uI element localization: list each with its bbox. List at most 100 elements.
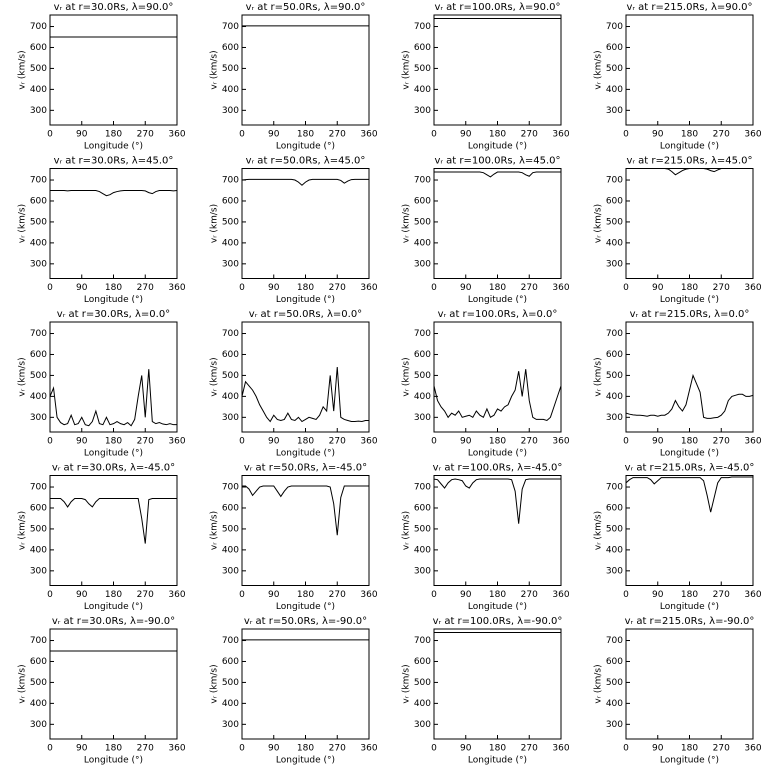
x-tick-label: 180 <box>105 744 122 754</box>
x-axis-label: Longitude (°) <box>660 602 719 612</box>
x-axis-label: Longitude (°) <box>468 142 527 152</box>
x-tick-label: 90 <box>268 744 280 754</box>
x-tick-label: 0 <box>431 130 437 140</box>
x-tick-label: 180 <box>297 130 314 140</box>
y-tick-label: 500 <box>414 64 431 74</box>
y-axis-label: vᵣ (km/s) <box>594 511 604 550</box>
y-axis-label: vᵣ (km/s) <box>210 664 220 703</box>
y-axis-label: vᵣ (km/s) <box>402 357 412 396</box>
y-tick-label: 600 <box>414 196 431 206</box>
x-axis-label: Longitude (°) <box>660 142 719 152</box>
y-tick-label: 600 <box>30 196 47 206</box>
x-tick-label: 0 <box>431 590 437 600</box>
y-tick-label: 700 <box>30 636 47 646</box>
plot-frame <box>241 475 370 586</box>
y-tick-label: 300 <box>606 106 623 116</box>
x-tick-label: 270 <box>329 590 346 600</box>
plot-frame <box>241 168 370 279</box>
x-tick-label: 180 <box>489 590 506 600</box>
panel: vᵣ at r=215.0Rs, λ=-90.0° vᵣ (km/s) Longit… <box>594 616 762 766</box>
y-tick-label: 600 <box>222 350 239 360</box>
y-tick-label: 600 <box>414 503 431 513</box>
x-tick-label: 90 <box>460 130 472 140</box>
y-tick-label: 500 <box>414 678 431 688</box>
x-tick-label: 90 <box>460 590 472 600</box>
x-tick-label: 90 <box>652 744 664 754</box>
x-axis-label: Longitude (°) <box>84 449 143 459</box>
speed-line <box>434 171 561 178</box>
speed-line <box>626 373 753 419</box>
y-axis-label: vᵣ (km/s) <box>594 204 604 243</box>
x-axis-label: Longitude (°) <box>276 449 335 459</box>
x-tick-label: 360 <box>744 437 761 447</box>
y-axis-label: vᵣ (km/s) <box>210 50 220 89</box>
y-tick-label: 500 <box>222 371 239 381</box>
y-tick-label: 500 <box>414 371 431 381</box>
x-tick-label: 360 <box>552 130 569 140</box>
y-tick-label: 500 <box>222 217 239 227</box>
y-tick-label: 600 <box>606 503 623 513</box>
x-tick-label: 270 <box>521 590 538 600</box>
y-tick-label: 300 <box>414 720 431 730</box>
x-tick-label: 90 <box>268 283 280 293</box>
y-tick-label: 400 <box>30 392 47 402</box>
x-tick-label: 360 <box>168 590 185 600</box>
plot-frame <box>625 628 754 740</box>
y-tick-label: 700 <box>606 636 623 646</box>
panel: vᵣ at r=30.0Rs, λ=45.0° vᵣ (km/s) Longitud… <box>18 156 186 306</box>
x-axis-label: Longitude (°) <box>276 602 335 612</box>
y-tick-label: 600 <box>414 350 431 360</box>
panel-title: vᵣ at r=215.0Rs, λ=45.0° <box>626 156 752 167</box>
y-axis-label: vᵣ (km/s) <box>402 50 412 89</box>
x-axis-label: Longitude (°) <box>660 756 719 766</box>
y-tick-label: 700 <box>222 636 239 646</box>
y-tick-label: 300 <box>222 720 239 730</box>
x-tick-label: 360 <box>744 130 761 140</box>
y-tick-label: 500 <box>30 678 47 688</box>
y-tick-label: 600 <box>606 196 623 206</box>
y-axis-label: vᵣ (km/s) <box>594 50 604 89</box>
speed-line <box>434 478 561 524</box>
y-tick-label: 400 <box>606 699 623 709</box>
x-axis-label: Longitude (°) <box>276 295 335 305</box>
panel-title: vᵣ at r=30.0Rs, λ=0.0° <box>57 309 170 320</box>
y-tick-label: 600 <box>606 43 623 53</box>
y-tick-label: 300 <box>414 413 431 423</box>
x-axis-label: Longitude (°) <box>660 449 719 459</box>
plot-frame <box>433 168 562 279</box>
panel-title: vᵣ at r=50.0Rs, λ=45.0° <box>246 156 366 167</box>
y-tick-label: 400 <box>414 699 431 709</box>
x-axis-label: Longitude (°) <box>468 449 527 459</box>
y-tick-label: 500 <box>414 217 431 227</box>
y-tick-label: 500 <box>222 678 239 688</box>
x-axis-label: Longitude (°) <box>84 142 143 152</box>
y-tick-label: 500 <box>30 371 47 381</box>
x-tick-label: 360 <box>360 283 377 293</box>
panel-title: vᵣ at r=50.0Rs, λ=-90.0° <box>244 616 367 627</box>
speed-line <box>242 367 369 423</box>
x-tick-label: 180 <box>681 744 698 754</box>
panel-title: vᵣ at r=100.0Rs, λ=90.0° <box>434 2 560 13</box>
speed-line <box>626 476 753 513</box>
x-tick-label: 270 <box>329 437 346 447</box>
y-tick-label: 300 <box>30 106 47 116</box>
y-tick-label: 400 <box>222 545 239 555</box>
x-tick-label: 180 <box>681 130 698 140</box>
x-tick-label: 90 <box>268 437 280 447</box>
plot-frame <box>241 628 370 740</box>
y-tick-label: 400 <box>30 85 47 95</box>
y-tick-label: 700 <box>222 176 239 186</box>
y-tick-label: 500 <box>30 524 47 534</box>
x-tick-label: 0 <box>47 283 53 293</box>
x-axis-label: Longitude (°) <box>84 756 143 766</box>
y-tick-label: 600 <box>222 657 239 667</box>
plot-frame <box>49 14 178 126</box>
y-tick-label: 300 <box>30 720 47 730</box>
x-tick-label: 270 <box>521 437 538 447</box>
x-tick-label: 180 <box>681 283 698 293</box>
speed-line <box>50 190 177 197</box>
y-tick-label: 600 <box>30 657 47 667</box>
panel-title: vᵣ at r=100.0Rs, λ=0.0° <box>438 309 558 320</box>
y-tick-label: 300 <box>606 720 623 730</box>
